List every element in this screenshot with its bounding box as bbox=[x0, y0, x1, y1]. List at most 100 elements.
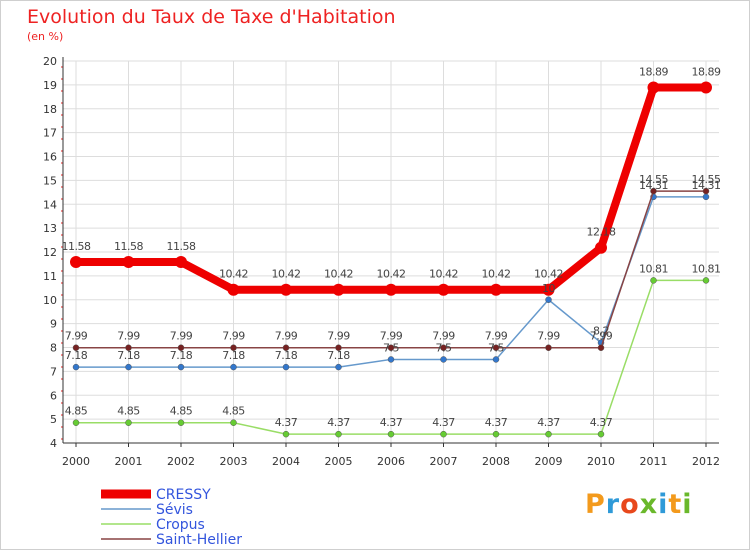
data-label: 7.18 bbox=[222, 349, 245, 362]
data-point bbox=[280, 283, 292, 296]
x-tick-label: 2007 bbox=[430, 455, 458, 468]
data-label: 7.99 bbox=[537, 330, 560, 343]
data-point bbox=[545, 296, 552, 303]
data-labels: 4.85 4.85 4.85 4.85 4.37 4.37 4.37 4.37 4.37 4.37… bbox=[62, 66, 722, 430]
x-tick-label: 2002 bbox=[167, 455, 195, 468]
x-tick-label: 2004 bbox=[272, 455, 300, 468]
y-tick-label: 12 bbox=[43, 246, 57, 259]
x-tick-label: 2010 bbox=[587, 455, 615, 468]
data-point bbox=[70, 256, 82, 269]
data-label: 7.99 bbox=[432, 330, 455, 343]
data-point bbox=[492, 344, 500, 351]
data-label: 14.55 bbox=[639, 173, 668, 186]
data-label: 4.37 bbox=[327, 416, 350, 429]
data-point bbox=[72, 419, 80, 426]
data-label: 10.42 bbox=[482, 268, 511, 281]
data-point bbox=[440, 344, 447, 351]
x-tick-label: 2012 bbox=[692, 455, 720, 468]
data-point bbox=[282, 344, 290, 351]
y-tick-label: 10 bbox=[43, 294, 57, 307]
data-label: 7.18 bbox=[65, 349, 88, 362]
data-label: 10.81 bbox=[692, 262, 721, 275]
grid-lines bbox=[63, 60, 719, 444]
data-point bbox=[595, 241, 607, 254]
y-tick-label: 4 bbox=[50, 437, 57, 450]
data-label: 4.85 bbox=[170, 405, 193, 418]
y-tick-label: 20 bbox=[43, 55, 57, 68]
data-label: 4.37 bbox=[275, 416, 298, 429]
data-label: 8.2 bbox=[593, 325, 609, 338]
series-lines bbox=[70, 81, 712, 438]
data-point bbox=[72, 363, 80, 371]
logo-letter: t bbox=[668, 489, 683, 520]
data-label: 7.99 bbox=[65, 330, 88, 343]
data-label: 7.5 bbox=[383, 341, 399, 354]
y-tick-label: 16 bbox=[43, 151, 57, 164]
data-point bbox=[335, 344, 342, 351]
data-label: 11.58 bbox=[62, 240, 91, 253]
y-tick-label: 5 bbox=[50, 413, 57, 426]
data-point bbox=[650, 277, 657, 284]
data-label: 7.5 bbox=[488, 341, 504, 354]
data-label: 10.81 bbox=[639, 262, 668, 275]
data-point bbox=[387, 344, 395, 351]
legend-label: Cropus bbox=[156, 517, 205, 533]
y-tick-label: 9 bbox=[50, 318, 57, 331]
data-label: 10.42 bbox=[534, 268, 563, 281]
data-point bbox=[492, 430, 500, 438]
data-label: 4.37 bbox=[590, 416, 613, 429]
data-point bbox=[440, 356, 447, 363]
data-point bbox=[230, 419, 237, 426]
data-point bbox=[490, 283, 502, 296]
x-tick-label: 2005 bbox=[325, 455, 353, 468]
data-point bbox=[597, 344, 605, 351]
data-point bbox=[650, 187, 657, 195]
data-point bbox=[282, 430, 290, 438]
data-point bbox=[647, 81, 660, 94]
proxiti-logo: Proxiti bbox=[585, 489, 693, 520]
x-tick-label: 2001 bbox=[115, 455, 143, 468]
data-label: 4.85 bbox=[65, 405, 88, 418]
data-point bbox=[335, 430, 342, 438]
data-point bbox=[177, 419, 185, 426]
data-point bbox=[230, 363, 237, 371]
data-point bbox=[125, 363, 132, 371]
y-tick-label: 14 bbox=[43, 198, 57, 211]
data-label: 7.99 bbox=[222, 330, 245, 343]
x-tick-label: 2009 bbox=[535, 455, 563, 468]
legend-label: CRESSY bbox=[156, 487, 211, 503]
data-point bbox=[332, 283, 345, 296]
data-point bbox=[702, 193, 710, 201]
data-point bbox=[700, 81, 712, 94]
data-label: 4.37 bbox=[537, 416, 560, 429]
data-label: 4.37 bbox=[485, 416, 508, 429]
data-label: 7.99 bbox=[327, 330, 350, 343]
data-label: 7.18 bbox=[275, 349, 298, 362]
data-point bbox=[72, 344, 80, 351]
data-point bbox=[282, 363, 290, 371]
data-label: 14.31 bbox=[639, 179, 668, 192]
data-label: 10 bbox=[542, 282, 555, 295]
data-label: 7.99 bbox=[275, 330, 298, 343]
data-label: 7.99 bbox=[380, 330, 403, 343]
data-point bbox=[385, 283, 397, 296]
data-label: 11.58 bbox=[167, 240, 196, 253]
legend-label: Sévis bbox=[156, 502, 193, 518]
data-label: 10.42 bbox=[324, 268, 353, 281]
data-label: 14.55 bbox=[692, 173, 721, 186]
y-tick-label: 15 bbox=[43, 174, 57, 187]
data-point bbox=[122, 256, 135, 269]
data-point bbox=[227, 283, 240, 296]
y-tick-label: 13 bbox=[43, 222, 57, 235]
data-label: 10.42 bbox=[219, 268, 248, 281]
x-tick-label: 2000 bbox=[62, 455, 90, 468]
data-label: 10.42 bbox=[272, 268, 301, 281]
data-point bbox=[125, 344, 132, 351]
data-label: 7.18 bbox=[117, 349, 140, 362]
data-label: 7.99 bbox=[485, 330, 508, 343]
data-point bbox=[545, 430, 552, 438]
data-point bbox=[437, 283, 450, 296]
data-point bbox=[387, 430, 395, 438]
data-point bbox=[230, 344, 237, 351]
